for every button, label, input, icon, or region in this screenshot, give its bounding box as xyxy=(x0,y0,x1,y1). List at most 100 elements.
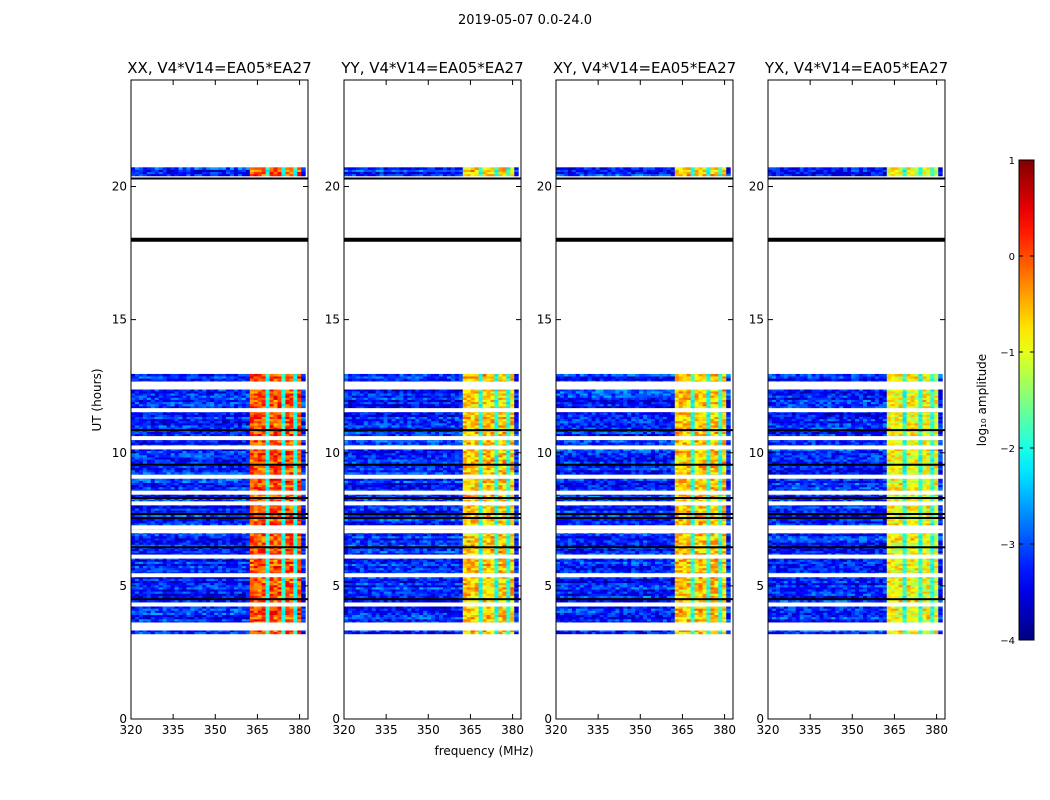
heatmap-cell xyxy=(182,567,187,571)
heatmap-cell xyxy=(202,510,207,513)
heatmap-cell xyxy=(265,510,271,513)
heatmap-cell xyxy=(281,399,286,403)
heatmap-cell xyxy=(186,452,191,456)
heatmap-cell xyxy=(297,584,302,588)
heatmap-cell xyxy=(257,405,263,409)
heatmap-cell xyxy=(186,403,191,407)
heatmap-cell xyxy=(218,439,223,443)
heatmap-cell xyxy=(277,610,282,613)
heatmap-cell xyxy=(198,544,203,547)
heatmap-cell xyxy=(289,457,294,460)
heatmap-cell xyxy=(134,459,140,462)
heatmap-cell xyxy=(170,467,176,471)
heatmap-cell xyxy=(245,482,251,486)
heatmap-cell xyxy=(158,593,164,596)
heatmap-cell xyxy=(285,514,290,518)
heatmap-cell xyxy=(257,595,263,598)
heatmap-cell xyxy=(289,561,294,564)
heatmap-cell xyxy=(154,395,160,398)
heatmap-cell xyxy=(253,569,259,573)
heatmap-cell xyxy=(214,450,219,454)
heatmap-cell xyxy=(285,412,290,415)
heatmap-cell xyxy=(233,508,239,511)
heatmap-cell xyxy=(158,589,164,592)
heatmap-cell xyxy=(222,548,227,552)
heatmap-cell xyxy=(229,599,235,603)
heatmap-cell xyxy=(261,614,267,618)
heatmap-cell xyxy=(174,614,180,618)
heatmap-cell xyxy=(174,559,180,562)
heatmap-cell xyxy=(218,461,223,464)
heatmap-cell xyxy=(285,420,290,424)
heatmap-cell xyxy=(182,569,187,573)
heatmap-cell xyxy=(190,548,195,552)
heatmap-cell xyxy=(285,414,290,417)
heatmap-cell xyxy=(297,459,302,462)
heatmap-cell xyxy=(150,612,156,616)
heatmap-cell xyxy=(285,540,290,543)
heatmap-cell xyxy=(134,542,140,545)
heatmap-cell xyxy=(269,397,275,400)
heatmap-cell xyxy=(226,431,231,434)
heatmap-cell xyxy=(150,523,156,526)
heatmap-cell xyxy=(257,523,263,526)
heatmap-cell xyxy=(301,397,306,400)
heatmap-cell xyxy=(222,427,227,430)
heatmap-cell xyxy=(233,457,239,460)
heatmap-cell xyxy=(277,540,282,543)
heatmap-cell xyxy=(273,469,278,473)
heatmap-cell xyxy=(293,616,298,620)
heatmap-cell xyxy=(281,533,286,537)
heatmap-cell xyxy=(158,433,164,437)
heatmap-cell xyxy=(178,480,183,483)
heatmap-cell xyxy=(162,567,168,571)
heatmap-cell xyxy=(229,395,235,398)
heatmap-cell xyxy=(245,535,251,539)
heatmap-cell xyxy=(261,606,267,609)
heatmap-cell xyxy=(297,482,302,486)
heatmap-cell xyxy=(281,418,286,422)
heatmap-cell xyxy=(285,431,290,434)
heatmap-cell xyxy=(233,499,239,503)
heatmap-cell xyxy=(170,561,176,564)
heatmap-cell xyxy=(257,629,263,633)
heatmap-cell xyxy=(138,578,144,581)
heatmap-cell xyxy=(218,533,223,537)
heatmap-cell xyxy=(166,567,172,571)
heatmap-cell xyxy=(233,442,239,445)
heatmap-cell xyxy=(277,495,282,498)
heatmap-cell xyxy=(265,469,271,473)
heatmap-cell xyxy=(285,542,290,545)
heatmap-cell xyxy=(142,420,148,424)
heatmap-cell xyxy=(154,459,160,462)
heatmap-cell xyxy=(253,397,259,400)
heatmap-cell xyxy=(285,499,290,503)
heatmap-cell xyxy=(233,542,239,545)
heatmap-cell xyxy=(265,450,271,454)
heatmap-cell xyxy=(277,561,282,564)
heatmap-cell xyxy=(214,482,219,486)
heatmap-cell xyxy=(198,448,203,452)
heatmap-cell xyxy=(150,582,156,586)
heatmap-cell xyxy=(293,621,298,624)
heatmap-cell xyxy=(249,467,255,471)
heatmap-cell xyxy=(142,565,148,569)
heatmap-cell xyxy=(214,439,219,443)
heatmap-cell xyxy=(214,552,219,556)
heatmap-cell xyxy=(174,563,180,567)
heatmap-cell xyxy=(285,403,290,407)
heatmap-cell xyxy=(170,506,176,509)
heatmap-cell xyxy=(297,467,302,471)
heatmap-cell xyxy=(158,535,164,539)
heatmap-cell xyxy=(261,439,267,443)
heatmap-cell xyxy=(237,523,243,526)
heatmap-cell xyxy=(198,533,203,537)
heatmap-cell xyxy=(158,457,164,460)
heatmap-cell xyxy=(170,586,176,590)
heatmap-cell xyxy=(222,457,227,460)
heatmap-cell xyxy=(174,612,180,616)
heatmap-cell xyxy=(174,540,180,543)
heatmap-cell xyxy=(202,465,207,469)
heatmap-cell xyxy=(190,427,195,430)
heatmap-cell xyxy=(249,544,255,547)
